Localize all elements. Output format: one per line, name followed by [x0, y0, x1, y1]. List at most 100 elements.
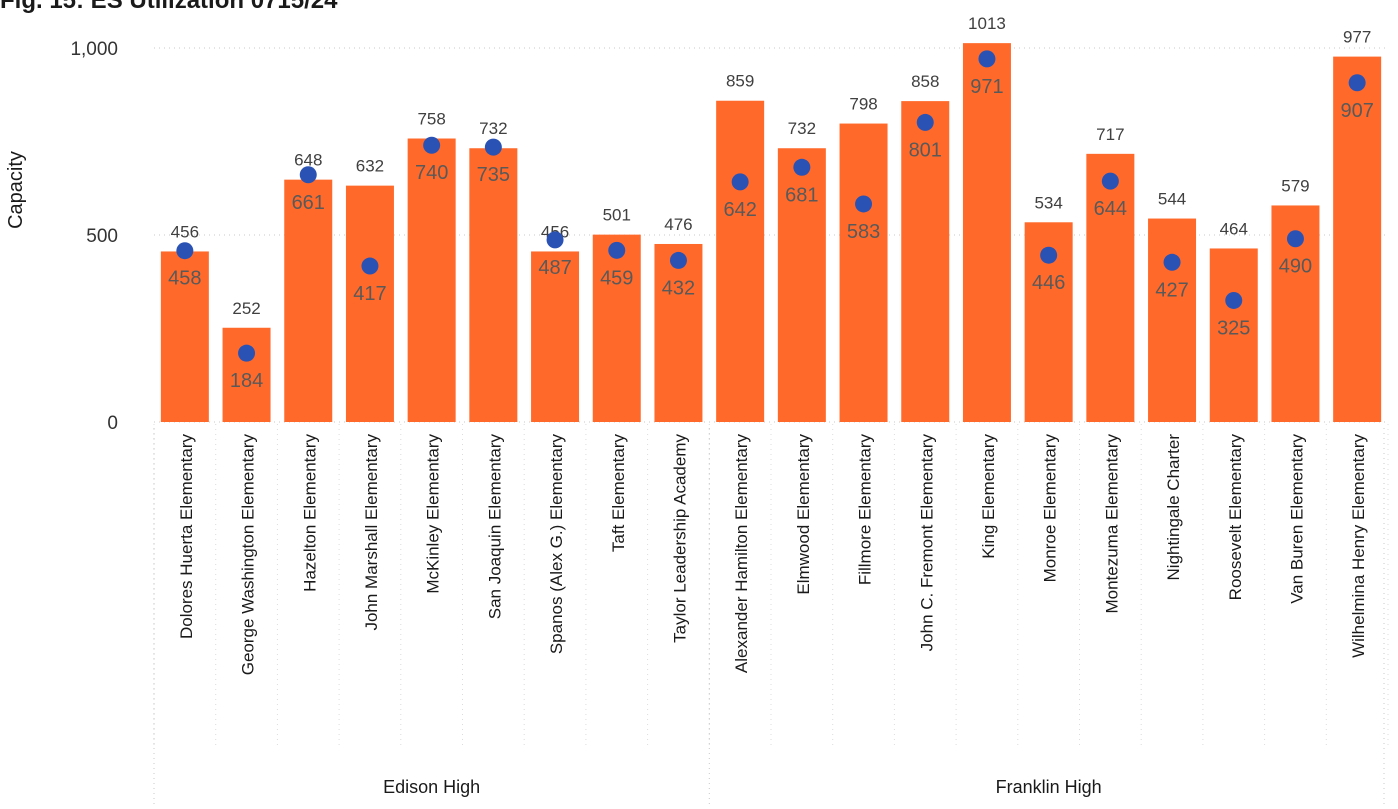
category-label: Montezuma Elementary: [1102, 434, 1121, 614]
category-label: Dolores Huerta Elementary: [177, 434, 196, 640]
category-label: Elmwood Elementary: [794, 434, 813, 595]
capacity-bar: [901, 101, 950, 422]
enrollment-label: 907: [1340, 100, 1373, 122]
capacity-bar: [1333, 56, 1382, 423]
enrollment-label: 740: [415, 162, 448, 184]
category-label: Hazelton Elementary: [300, 434, 319, 592]
enrollment-dot: [916, 113, 934, 131]
category-label: Fillmore Elementary: [856, 434, 875, 586]
capacity-label: 798: [849, 95, 877, 114]
enrollment-label: 458: [168, 268, 201, 290]
y-tick-label: 500: [86, 226, 118, 247]
y-tick-label: 0: [107, 413, 118, 434]
capacity-label: 544: [1158, 190, 1186, 209]
category-label: George Washington Elementary: [239, 434, 258, 676]
capacity-bar: [592, 234, 641, 422]
capacity-bar: [407, 138, 456, 422]
capacity-label: 859: [726, 72, 754, 91]
capacity-label: 758: [417, 110, 445, 129]
chart-title: Fig. 15: ES Utilization 0715/24: [0, 0, 338, 14]
capacity-label: 717: [1096, 125, 1124, 144]
capacity-label: 252: [232, 299, 260, 318]
enrollment-dot: [1348, 74, 1366, 92]
capacity-label: 501: [603, 206, 631, 225]
enrollment-dot: [546, 231, 564, 249]
capacity-label: 732: [479, 119, 507, 138]
enrollment-label: 184: [230, 370, 263, 392]
enrollment-dot: [176, 242, 194, 260]
enrollment-dot: [1225, 291, 1243, 309]
capacity-label: 648: [294, 151, 322, 170]
enrollment-label: 487: [538, 257, 571, 279]
enrollment-label: 583: [847, 221, 880, 243]
capacity-bar: [839, 123, 888, 422]
capacity-bar: [469, 148, 518, 422]
capacity-label: 464: [1220, 219, 1248, 238]
capacity-label: 456: [171, 222, 199, 241]
capacity-bar: [531, 251, 580, 422]
enrollment-dot: [731, 173, 749, 191]
enrollment-dot: [423, 136, 441, 154]
enrollment-label: 446: [1032, 272, 1065, 294]
category-label: Taylor Leadership Academy: [670, 434, 689, 643]
category-label: John Marshall Elementary: [362, 434, 381, 631]
capacity-label: 579: [1281, 176, 1309, 195]
capacity-bar: [284, 179, 333, 422]
enrollment-label: 735: [477, 164, 510, 186]
enrollment-label: 971: [970, 76, 1003, 98]
capacity-label: 858: [911, 72, 939, 91]
enrollment-label: 661: [292, 192, 325, 214]
category-label: Spanos (Alex G.) Elementary: [547, 434, 566, 655]
capacity-bar: [962, 43, 1011, 422]
category-label: Wilhelmina Henry Elementary: [1349, 434, 1368, 658]
category-label: Alexander Hamilton Elementary: [732, 434, 751, 674]
category-label: Van Buren Elementary: [1287, 434, 1306, 604]
y-axis-label: Capacity: [5, 151, 27, 229]
enrollment-label: 432: [662, 277, 695, 299]
capacity-bar: [1209, 248, 1258, 422]
enrollment-dot: [1286, 230, 1304, 248]
enrollment-dot: [793, 158, 811, 176]
enrollment-dot: [484, 138, 502, 156]
enrollment-label: 642: [723, 199, 756, 221]
capacity-label: 977: [1343, 28, 1371, 47]
group-label: Edison High: [383, 777, 480, 797]
capacity-bar: [345, 185, 394, 422]
enrollment-dot: [361, 257, 379, 275]
category-label: Roosevelt Elementary: [1226, 434, 1245, 601]
enrollment-dot: [1163, 253, 1181, 271]
category-label: Taft Elementary: [609, 434, 628, 553]
capacity-bar: [716, 100, 765, 422]
capacity-label: 1013: [968, 14, 1006, 33]
enrollment-label: 490: [1279, 256, 1312, 278]
capacity-label: 534: [1034, 193, 1062, 212]
capacity-label: 632: [356, 157, 384, 176]
enrollment-dot: [669, 251, 687, 269]
y-tick-label: 1,000: [70, 39, 118, 60]
capacity-label: 732: [788, 119, 816, 138]
capacity-bar: [777, 148, 826, 422]
category-label: Nightingale Charter: [1164, 434, 1183, 581]
capacity-bar: [160, 251, 209, 422]
category-label: Monroe Elementary: [1041, 434, 1060, 583]
enrollment-label: 801: [909, 139, 942, 161]
enrollment-dot: [608, 241, 626, 259]
enrollment-dot: [855, 195, 873, 213]
enrollment-label: 417: [353, 283, 386, 305]
capacity-bar: [1086, 153, 1135, 423]
capacity-bar: [654, 243, 703, 422]
enrollment-dot: [1040, 246, 1058, 264]
enrollment-label: 681: [785, 184, 818, 206]
enrollment-dot: [299, 166, 317, 184]
capacity-label: 476: [664, 215, 692, 234]
category-label: McKinley Elementary: [424, 434, 443, 594]
enrollment-dot: [1101, 172, 1119, 190]
enrollment-label: 644: [1094, 198, 1127, 220]
capacity-bar: [222, 327, 271, 422]
category-label: John C. Fremont Elementary: [917, 434, 936, 652]
enrollment-label: 427: [1155, 279, 1188, 301]
enrollment-label: 325: [1217, 317, 1250, 339]
group-label: Franklin High: [996, 777, 1102, 797]
enrollment-dot: [238, 344, 256, 362]
